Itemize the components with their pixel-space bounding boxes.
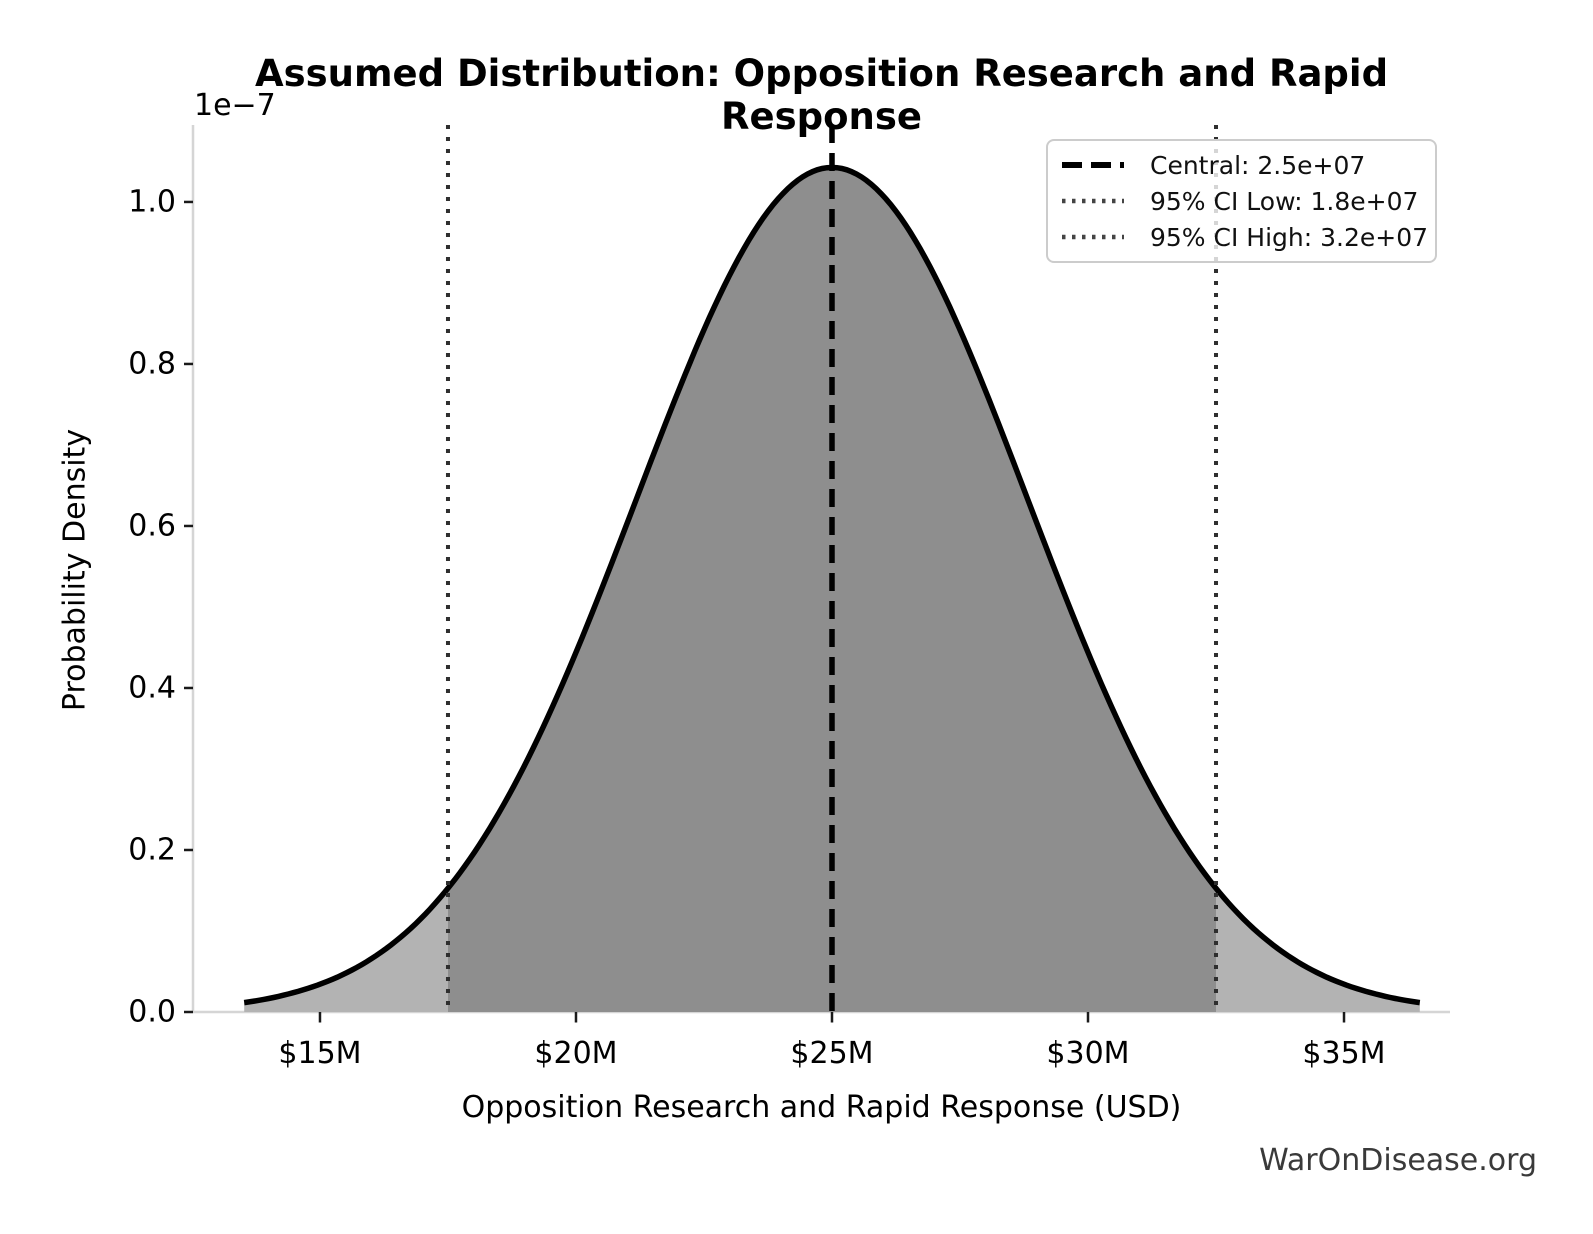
dotted-line-swatch-icon	[1062, 234, 1124, 240]
y-axis-offset-label: 1e−7	[194, 88, 276, 123]
x-tick-label: $25M	[790, 1036, 874, 1071]
x-tick-label: $15M	[278, 1036, 362, 1071]
chart-title: Assumed Distribution: Opposition Researc…	[254, 52, 1389, 138]
y-tick-label: 0.8	[128, 346, 176, 382]
x-tick-label: $35M	[1302, 1036, 1386, 1071]
y-tick-label: 0.6	[128, 508, 176, 544]
legend-item-ci-high: 95% CI High: 3.2e+07	[1060, 220, 1428, 254]
legend: Central: 2.5e+07 95% CI Low: 1.8e+07 95%…	[1046, 139, 1437, 263]
watermark: WarOnDisease.org	[1259, 1143, 1537, 1178]
legend-label-ci-high: 95% CI High: 3.2e+07	[1150, 222, 1429, 252]
dotted-line-swatch-icon	[1062, 198, 1124, 204]
y-tick-label: 0.0	[128, 994, 176, 1030]
legend-item-ci-low: 95% CI Low: 1.8e+07	[1060, 184, 1423, 218]
x-tick-label: $20M	[534, 1036, 618, 1071]
y-tick-label: 1.0	[128, 184, 176, 220]
y-tick-label: 0.2	[128, 832, 176, 868]
legend-label-central: Central: 2.5e+07	[1150, 150, 1366, 180]
x-axis-label: Opposition Research and Rapid Response (…	[461, 1090, 1182, 1125]
legend-item-central: Central: 2.5e+07	[1060, 148, 1423, 182]
y-axis-label: Probability Density	[57, 428, 93, 712]
dashed-line-swatch-icon	[1062, 162, 1124, 168]
x-tick-label: $30M	[1046, 1036, 1130, 1071]
y-tick-label: 0.4	[128, 670, 176, 706]
legend-label-ci-low: 95% CI Low: 1.8e+07	[1150, 186, 1419, 216]
